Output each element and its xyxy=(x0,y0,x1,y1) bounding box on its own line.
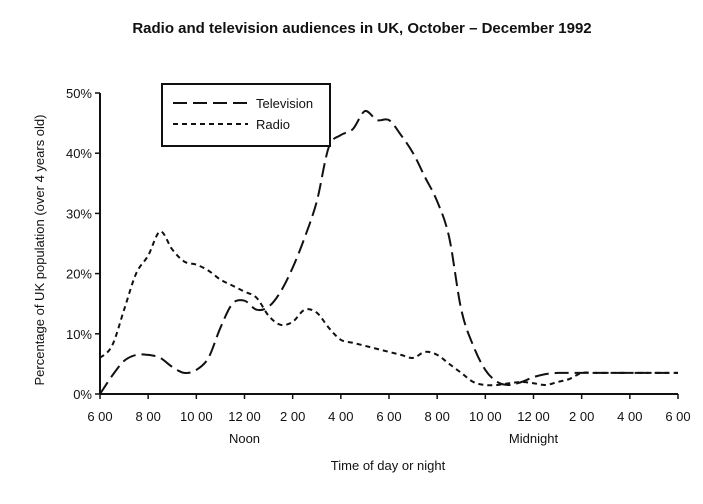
x-tick-label: 10 00 xyxy=(180,409,213,424)
legend-radio-label: Radio xyxy=(256,117,290,132)
y-tick-label: 10% xyxy=(66,327,92,342)
x-tick-label: 4 00 xyxy=(328,409,353,424)
series-line-television xyxy=(99,109,678,395)
series-lines xyxy=(99,109,678,395)
x-tick-label: 6 00 xyxy=(87,409,112,424)
y-tick-label: 20% xyxy=(66,267,92,282)
x-tick-label: 8 00 xyxy=(136,409,161,424)
x-tick-label: 2 00 xyxy=(280,409,305,424)
y-tick-label: 50% xyxy=(66,86,92,101)
x-sublabel: Noon xyxy=(229,431,260,446)
x-sublabel: Midnight xyxy=(509,431,559,446)
x-tick-label: 8 00 xyxy=(425,409,450,424)
series-line-radio xyxy=(99,230,678,387)
chart-title: Radio and television audiences in UK, Oc… xyxy=(132,20,591,37)
x-tick-label: 6 00 xyxy=(376,409,401,424)
tick-marks: 0% 10% 20% 30% 40% 50% 6 00 8 00 10 00 12 00 2 00 4… xyxy=(66,86,691,446)
x-tick-label: 10 00 xyxy=(469,409,502,424)
x-tick-label: 12 00 xyxy=(517,409,550,424)
x-tick-label: 6 00 xyxy=(665,409,690,424)
x-tick-label: 2 00 xyxy=(569,409,594,424)
y-tick-label: 40% xyxy=(66,146,92,161)
legend: Television Radio xyxy=(161,83,331,147)
y-tick-label: 30% xyxy=(66,206,92,221)
x-tick-label: 12 00 xyxy=(228,409,261,424)
legend-television-label: Television xyxy=(256,96,313,111)
y-tick-label: 0% xyxy=(73,387,92,402)
x-axis-label: Time of day or night xyxy=(331,458,446,473)
x-tick-label: 4 00 xyxy=(617,409,642,424)
y-axis-label: Percentage of UK population (over 4 year… xyxy=(32,115,47,386)
legend-box xyxy=(161,83,331,147)
